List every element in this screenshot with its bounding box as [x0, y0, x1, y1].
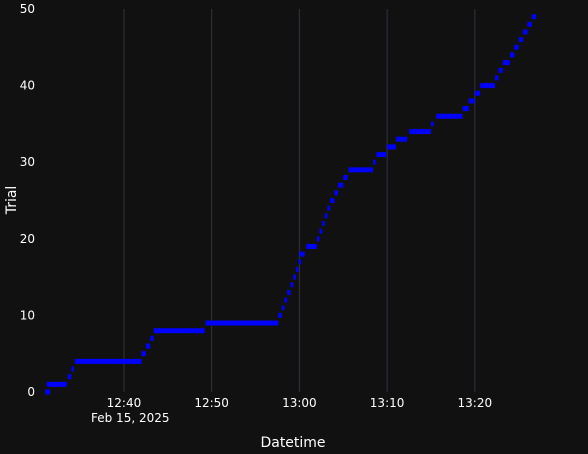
trial-bar	[337, 182, 344, 188]
trial-bar	[145, 343, 151, 349]
trial-bar	[316, 236, 320, 242]
trial-bar	[74, 358, 142, 364]
trial-bar	[409, 129, 431, 135]
trial-bar	[523, 29, 528, 35]
trial-bar	[376, 152, 387, 158]
trial-bar	[141, 351, 146, 357]
x-tick-label: 12:40	[107, 396, 142, 410]
trial-bar	[153, 328, 205, 334]
trial-bar	[319, 228, 323, 234]
trial-bar	[71, 366, 74, 372]
y-tick-label: 10	[20, 308, 35, 322]
trial-bar	[468, 98, 475, 104]
trial-bar	[527, 21, 532, 27]
y-tick-label: 30	[20, 155, 35, 169]
trial-bar	[502, 60, 510, 66]
trial-bar	[299, 251, 305, 257]
x-tick-label: 13:10	[370, 396, 405, 410]
trial-bar	[150, 335, 154, 341]
y-tick-label: 0	[27, 385, 35, 399]
trial-bar	[518, 37, 524, 43]
trial-bar	[495, 75, 499, 81]
x-tick-label: 12:50	[194, 396, 229, 410]
trial-bar	[395, 136, 408, 142]
trial-bar	[284, 297, 288, 303]
trial-bar	[514, 44, 519, 50]
trial-bar	[322, 220, 325, 226]
trial-bar	[67, 374, 72, 380]
trial-bar	[480, 83, 495, 89]
x-date-label: Feb 15, 2025	[91, 411, 170, 425]
x-tick-label: 13:20	[458, 396, 493, 410]
trial-bar	[324, 213, 328, 219]
trial-bar	[295, 266, 299, 272]
trial-bar	[373, 159, 376, 165]
trial-bar	[281, 305, 285, 311]
trial-bars	[45, 14, 537, 395]
trial-bar	[436, 113, 463, 119]
trial-bar	[298, 259, 302, 265]
y-tick-labels: 0 10 20 30 40 50	[20, 2, 35, 399]
trial-bar	[278, 312, 282, 318]
grid-lines	[123, 9, 476, 392]
trial-bar	[498, 67, 503, 73]
trial-bar	[387, 144, 396, 150]
trial-bar	[462, 106, 469, 112]
y-axis-title: Trial	[4, 186, 20, 216]
trial-bar	[205, 320, 279, 326]
trial-bar	[327, 205, 331, 211]
trial-bar	[46, 381, 67, 387]
trial-bar	[343, 175, 348, 181]
x-tick-labels: 12:40 12:50 13:00 13:10 13:20	[107, 396, 492, 410]
trial-bar	[509, 52, 515, 58]
trial-bar	[474, 90, 481, 96]
trial-bar	[290, 282, 294, 288]
trial-bar	[287, 289, 291, 295]
y-tick-label: 50	[20, 2, 35, 16]
trial-bar	[334, 190, 338, 196]
trial-bar	[430, 121, 434, 127]
trial-bar	[531, 14, 537, 20]
trial-bar	[293, 274, 296, 280]
y-tick-label: 40	[20, 79, 35, 93]
trial-bar	[348, 167, 374, 173]
trial-bar	[306, 243, 317, 249]
x-axis-title: Datetime	[260, 435, 325, 450]
trial-bar	[330, 198, 335, 203]
trial-bar	[45, 389, 51, 395]
y-tick-label: 20	[20, 232, 35, 246]
x-tick-label: 13:00	[282, 396, 317, 410]
